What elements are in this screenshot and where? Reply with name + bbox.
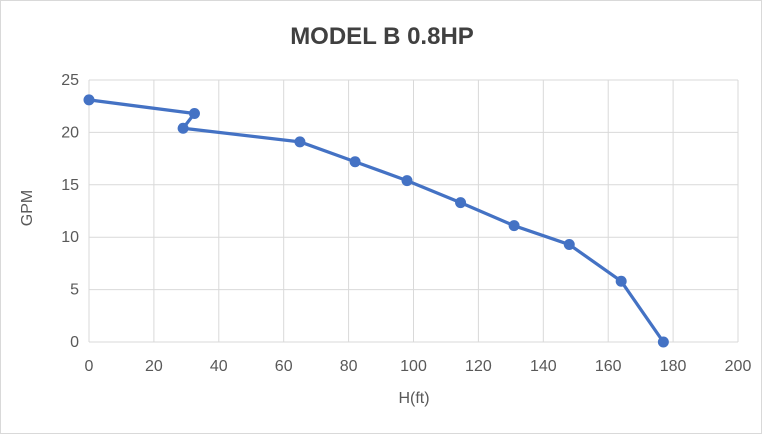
x-tick-label: 0: [85, 358, 94, 375]
chart-title: MODEL B 0.8HP: [290, 23, 474, 50]
x-tick-label: 120: [465, 358, 492, 375]
gridlines: [88, 79, 739, 343]
x-tick-label: 80: [340, 358, 358, 375]
x-tick-label: 140: [530, 358, 557, 375]
data-series: [83, 94, 669, 348]
x-tick-label: 200: [725, 358, 752, 375]
x-tick-label: 160: [595, 358, 622, 375]
data-point: [349, 156, 361, 168]
x-tick-label: 60: [275, 358, 293, 375]
y-tick-label: 0: [70, 334, 79, 351]
data-point: [83, 94, 95, 106]
data-point: [401, 175, 413, 187]
data-point: [563, 239, 575, 251]
series-line: [87, 98, 665, 344]
y-tick-label: 15: [61, 177, 79, 194]
x-tick-label: 100: [400, 358, 427, 375]
data-point: [294, 136, 306, 148]
data-point: [188, 108, 200, 120]
data-point: [177, 122, 189, 134]
x-tick-label: 20: [145, 358, 163, 375]
y-axis-title: GPM: [19, 190, 36, 226]
y-tick-label: 25: [61, 72, 79, 89]
y-tick-label: 10: [61, 229, 79, 246]
x-axis-title: H(ft): [398, 390, 429, 407]
y-tick-label: 5: [70, 282, 79, 299]
data-point: [455, 197, 467, 209]
data-point: [508, 220, 520, 232]
x-axis-tick-labels: 0 20 40 60 80 100 120 140 160 180 200: [85, 358, 752, 375]
x-tick-label: 40: [210, 358, 228, 375]
x-tick-label: 180: [660, 358, 687, 375]
data-point: [657, 336, 669, 348]
y-axis-tick-labels: 0 5 10 15 20 25: [61, 72, 79, 351]
data-point: [615, 275, 627, 287]
y-tick-label: 20: [61, 124, 79, 141]
